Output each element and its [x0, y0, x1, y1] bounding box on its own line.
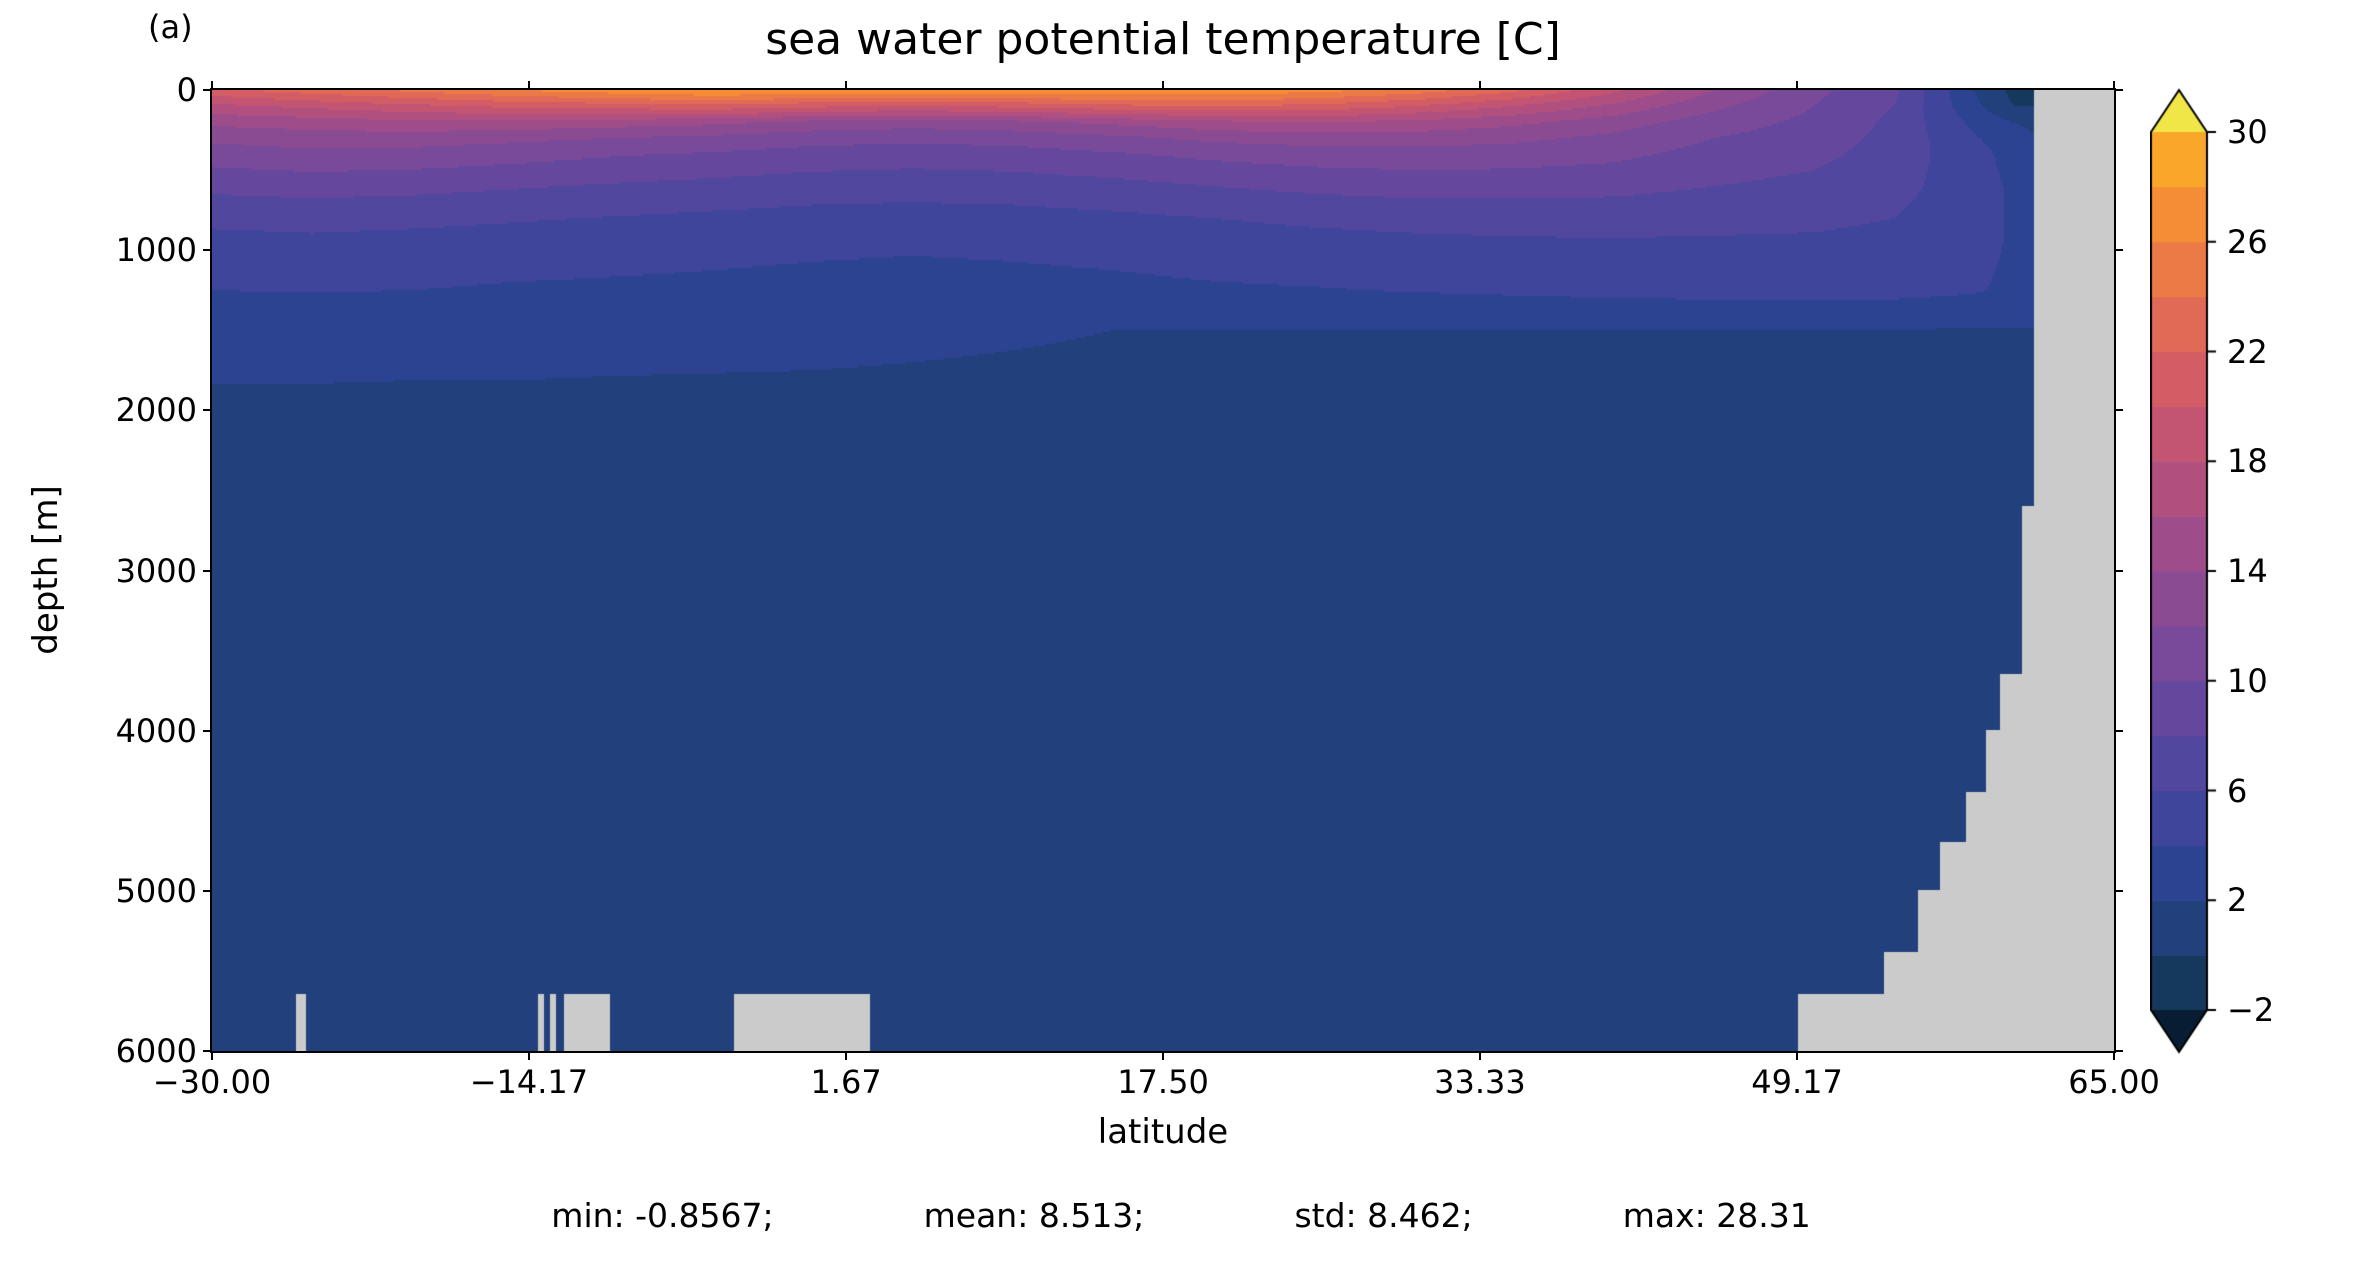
x-tick-mark: [2113, 1051, 2115, 1060]
stats-line: min: -0.8567; mean: 8.513; std: 8.462; m…: [0, 1196, 2362, 1235]
y-tick-mark-right: [2114, 889, 2123, 892]
y-tick-mark: [203, 569, 212, 572]
y-tick-mark-right: [2114, 249, 2123, 252]
colorbar-tick-label: 22: [2227, 332, 2268, 371]
x-tick-label: 17.50: [1117, 1063, 1209, 1101]
x-axis-label: latitude: [1097, 1112, 1229, 1152]
y-tick-mark: [203, 409, 212, 412]
y-tick-mark-right: [2114, 1050, 2123, 1052]
stat-std: std: 8.462;: [1294, 1196, 1473, 1235]
colorbar-tick-label: 18: [2227, 442, 2268, 481]
colorbar-tick-label: 2: [2227, 881, 2248, 920]
y-tick-label: 0: [176, 71, 197, 109]
colorbar-tick-label: 14: [2227, 552, 2268, 590]
x-tick-mark: [1796, 1051, 1799, 1060]
y-tick-mark-right: [2114, 409, 2123, 412]
colorbar-tick-label: 6: [2227, 771, 2248, 810]
colorbar-tick-label: 26: [2227, 222, 2268, 261]
x-tick-mark: [527, 1051, 530, 1060]
y-tick-label: 3000: [115, 551, 197, 590]
y-tick-mark-right: [2114, 729, 2123, 732]
x-tick-label: 1.67: [810, 1063, 882, 1101]
chart-title: sea water potential temperature [C]: [765, 14, 1561, 65]
stat-mean: mean: 8.513;: [923, 1196, 1145, 1235]
y-tick-label: 2000: [115, 391, 197, 430]
heatmap-canvas: [212, 90, 2114, 1051]
x-tick-mark-top: [527, 81, 530, 90]
y-tick-mark: [203, 889, 212, 892]
y-tick-mark: [203, 1050, 212, 1052]
y-tick-mark-right: [2114, 569, 2123, 572]
x-tick-mark: [1478, 1051, 1481, 1060]
panel-label: (a): [148, 8, 193, 46]
colorbar-canvas: [2150, 86, 2225, 1056]
y-tick-mark-right: [2114, 89, 2123, 91]
x-tick-label: −30.00: [152, 1063, 272, 1101]
x-tick-mark: [211, 1051, 213, 1060]
x-tick-label: 65.00: [2068, 1063, 2160, 1101]
y-tick-mark: [203, 89, 212, 91]
colorbar-tick-label: 30: [2227, 113, 2268, 151]
x-tick-mark-top: [2113, 81, 2115, 90]
x-tick-label: 49.17: [1751, 1063, 1843, 1101]
y-tick-label: 1000: [115, 231, 197, 270]
y-tick-label: 4000: [115, 711, 197, 750]
x-tick-mark: [1162, 1051, 1164, 1060]
colorbar-tick-label: 10: [2227, 661, 2268, 700]
colorbar-tick-label: −2: [2227, 991, 2275, 1029]
stat-max: max: 28.31: [1622, 1196, 1811, 1235]
y-tick-mark: [203, 249, 212, 252]
y-tick-label: 5000: [115, 871, 197, 910]
x-tick-mark-top: [1478, 81, 1481, 90]
x-tick-label: 33.33: [1434, 1063, 1526, 1101]
y-tick-mark: [203, 729, 212, 732]
x-tick-mark-top: [1796, 81, 1799, 90]
x-tick-mark: [845, 1051, 848, 1060]
y-tick-label: 6000: [115, 1032, 197, 1070]
x-tick-mark-top: [1162, 81, 1164, 90]
x-tick-mark-top: [211, 81, 213, 90]
stat-min: min: -0.8567;: [551, 1196, 774, 1235]
x-tick-label: −14.17: [469, 1063, 589, 1101]
x-tick-mark-top: [845, 81, 848, 90]
